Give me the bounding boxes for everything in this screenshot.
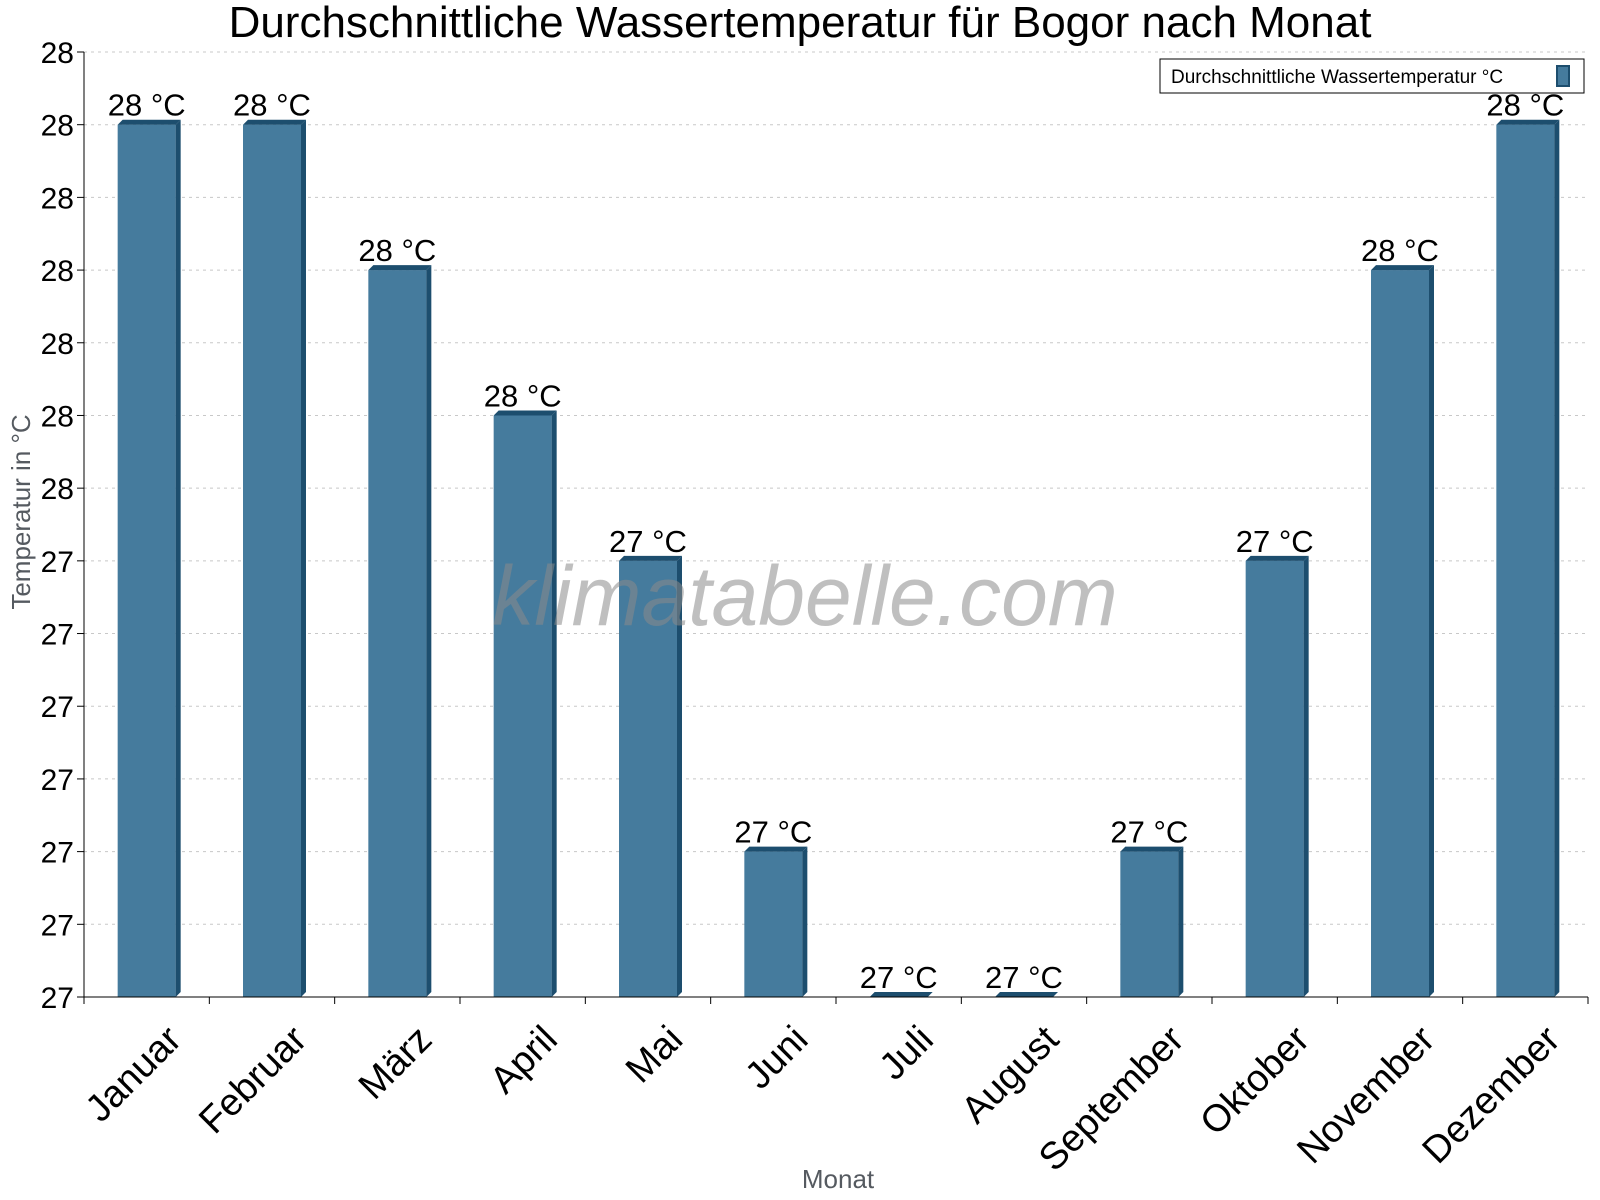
y-tick-label: 27 (41, 982, 74, 1015)
bar-januar (117, 119, 181, 997)
bar-face (1120, 851, 1179, 997)
bar-face (1245, 560, 1304, 997)
bar-side (1178, 846, 1184, 997)
bar-top (1245, 555, 1309, 561)
x-tick-label: Juni (737, 1018, 816, 1097)
bar-august (995, 992, 1058, 997)
bar-face (1496, 124, 1555, 997)
bar-top (619, 555, 682, 561)
data-label: 28 °C (233, 88, 311, 123)
bar-april (493, 410, 557, 997)
bar-juli (869, 992, 933, 997)
y-tick-label: 28 (41, 255, 74, 288)
bar-top (995, 992, 1058, 997)
x-tick-label: Mai (618, 1018, 691, 1091)
bar-side (1303, 555, 1309, 997)
legend: Durchschnittliche Wassertemperatur °C (1159, 58, 1585, 94)
y-tick-label: 27 (41, 909, 74, 942)
axes (77, 51, 1589, 1004)
bar-top (493, 410, 557, 416)
data-label: 28 °C (358, 233, 436, 268)
data-labels: 28 °C 28 °C 28 °C 28 °C 27 °C 27 °C 27 °C 27 °C… (108, 88, 1565, 995)
bar-märz (368, 265, 432, 998)
bar-side (551, 410, 557, 997)
data-label: 27 °C (1110, 815, 1188, 850)
legend-box (1159, 58, 1585, 94)
x-tick-label: Juli (872, 1018, 942, 1088)
y-tick-label: 27 (41, 837, 74, 870)
bar-top (1371, 265, 1434, 271)
x-axis-title: Monat (802, 1164, 875, 1194)
data-label: 27 °C (1236, 524, 1314, 559)
bar-face (368, 270, 427, 998)
bar-face (243, 124, 301, 997)
x-tick-label: Februar (191, 1018, 315, 1142)
bar-side (677, 555, 682, 997)
grid (84, 51, 1588, 925)
bar-juni (744, 846, 808, 997)
bar-face (619, 560, 677, 997)
legend-label: Durchschnittliche Wassertemperatur °C (1171, 67, 1503, 88)
bar-side (1554, 119, 1560, 997)
data-label: 28 °C (1486, 88, 1564, 123)
bar-dezember (1496, 119, 1560, 997)
y-axis-title: Temperatur in °C (6, 414, 36, 609)
x-tick-label: Oktober (1192, 1018, 1318, 1144)
y-tick-label: 28 (41, 328, 74, 361)
x-tick-label: Januar (78, 1018, 190, 1130)
bar-september (1120, 846, 1184, 997)
bars (117, 119, 1560, 998)
bar-mai (619, 555, 682, 997)
bar-top (243, 119, 306, 125)
x-tick-label: März (351, 1018, 440, 1107)
bar-top (1120, 846, 1184, 852)
data-label: 28 °C (1361, 233, 1439, 268)
bar-november (1371, 265, 1434, 998)
bar-face (493, 415, 552, 997)
bar-top (117, 119, 181, 125)
y-tick-label: 27 (41, 691, 74, 724)
data-label: 28 °C (484, 378, 562, 413)
bar-side (301, 119, 306, 997)
bar-face (1371, 270, 1429, 998)
bar-oktober (1245, 555, 1309, 997)
y-tick-label: 28 (41, 110, 74, 143)
y-tick-label: 27 (41, 619, 74, 652)
data-label: 27 °C (734, 815, 812, 850)
x-tick-labels: Januar Februar März April Mai Juni Juli AugustS… (78, 1018, 1569, 1179)
y-tick-label: 28 (41, 37, 74, 70)
bar-top (1496, 119, 1560, 125)
data-label: 28 °C (108, 88, 186, 123)
x-tick-label: April (482, 1018, 565, 1101)
bar-side (802, 846, 808, 997)
y-tick-label: 27 (41, 764, 74, 797)
bar-top (744, 846, 808, 852)
x-tick-label: Dezember (1415, 1018, 1569, 1172)
bar-face (744, 851, 803, 997)
chart-title: Durchschnittliche Wassertemperatur für B… (229, 0, 1372, 47)
data-label: 27 °C (985, 960, 1063, 995)
bar-top (368, 265, 432, 271)
bar-side (1429, 265, 1434, 998)
data-label: 27 °C (609, 524, 687, 559)
watermark: klimatabelle.com (492, 549, 1118, 643)
bar-side (426, 265, 432, 998)
bar-face (117, 124, 176, 997)
x-tick-label: August (954, 1018, 1068, 1132)
y-tick-label: 27 (41, 546, 74, 579)
y-tick-label: 28 (41, 400, 74, 433)
bar-top (869, 992, 933, 997)
y-tick-label: 28 (41, 473, 74, 506)
y-tick-label: 28 (41, 182, 74, 215)
bar-februar (243, 119, 306, 997)
data-label: 27 °C (860, 960, 938, 995)
bar-side (175, 119, 181, 997)
y-tick-labels: 27 27 27 27 27 27 27 28 28 28 28 28 28 28 (41, 37, 74, 1015)
legend-swatch (1556, 65, 1570, 87)
